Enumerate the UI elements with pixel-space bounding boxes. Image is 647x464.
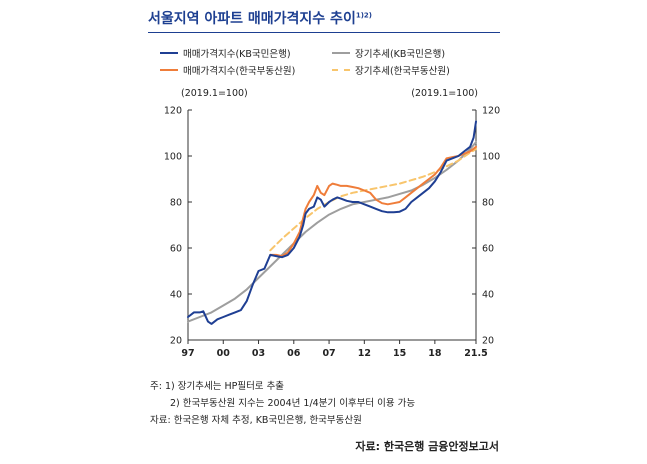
left-axis-unit: (2019.1=100) [181, 88, 248, 99]
chart-title: 서울지역 아파트 매매가격지수 추이1)2) [148, 8, 372, 28]
legend-item-kb-index: 매매가격지수(KB국민은행) [160, 46, 291, 60]
x-tick-label: 12 [358, 348, 371, 359]
x-tick-label: 00 [217, 348, 231, 359]
y-tick-label-left: 20 [170, 336, 182, 347]
y-tick-label-right: 20 [482, 336, 494, 347]
y-tick-label-left: 60 [170, 244, 182, 255]
y-tick-label-right: 40 [482, 290, 494, 301]
legend-label-kb-trend: 장기추세(KB국민은행) [355, 49, 446, 60]
axes: 20 20 40 40 60 60 80 80 100 100 120 120 97 00 03 06 07 12… [164, 106, 500, 360]
series-line-kb-index [187, 120, 477, 325]
chart-title-footnote: 1)2) [355, 11, 372, 20]
x-tick-label: 06 [287, 348, 301, 359]
y-tick-label-left: 80 [170, 198, 182, 209]
series-line-reb-index [269, 145, 477, 258]
y-tick-label-right: 60 [482, 244, 494, 255]
y-tick-label-right: 80 [482, 198, 494, 209]
note-source-data: 자료: 한국은행 자체 추정, KB국민은행, 한국부동산원 [150, 415, 362, 426]
legend-label-reb-index: 매매가격지수(한국부동산원) [183, 66, 296, 77]
legend-swatch-reb-trend [332, 69, 350, 71]
title-rule [148, 32, 500, 33]
x-tick-label: 97 [181, 348, 194, 359]
legend-label-kb-index: 매매가격지수(KB국민은행) [183, 49, 291, 60]
series-lines [187, 120, 477, 325]
x-tick-label: 15 [393, 348, 406, 359]
note-2: 2) 한국부동산원 지수는 2004년 1/4분기 이후부터 이용 가능 [170, 398, 416, 409]
x-tick-label: 03 [252, 348, 265, 359]
legend-item-reb-trend: 장기추세(한국부동산원) [332, 63, 450, 77]
note-1: 주: 1) 장기추세는 HP필터로 추출 [150, 381, 285, 392]
legend-swatch-kb-index [160, 52, 178, 54]
chart-title-text: 서울지역 아파트 매매가격지수 추이 [148, 11, 356, 27]
legend-swatch-reb-index [160, 69, 178, 71]
report-source: 자료: 한국은행 금융안정보고서 [355, 440, 499, 453]
legend-label-reb-trend: 장기추세(한국부동산원) [355, 66, 450, 77]
y-tick-label-right: 120 [482, 106, 500, 117]
legend-item-reb-index: 매매가격지수(한국부동산원) [160, 63, 295, 77]
y-tick-label-left: 40 [170, 290, 182, 301]
legend-swatch-kb-trend [332, 52, 350, 54]
series-line-reb-trend [269, 148, 477, 252]
x-tick-label: 18 [428, 348, 442, 359]
series-line-kb-trend [187, 141, 477, 323]
right-axis-unit: (2019.1=100) [411, 88, 478, 99]
y-tick-label-left: 120 [164, 106, 182, 117]
legend-item-kb-trend: 장기추세(KB국민은행) [332, 46, 445, 60]
x-tick-label: 21.5 [464, 348, 487, 359]
x-tick-label: 07 [322, 348, 335, 359]
y-tick-label-left: 100 [164, 152, 182, 163]
y-tick-label-right: 100 [482, 152, 500, 163]
